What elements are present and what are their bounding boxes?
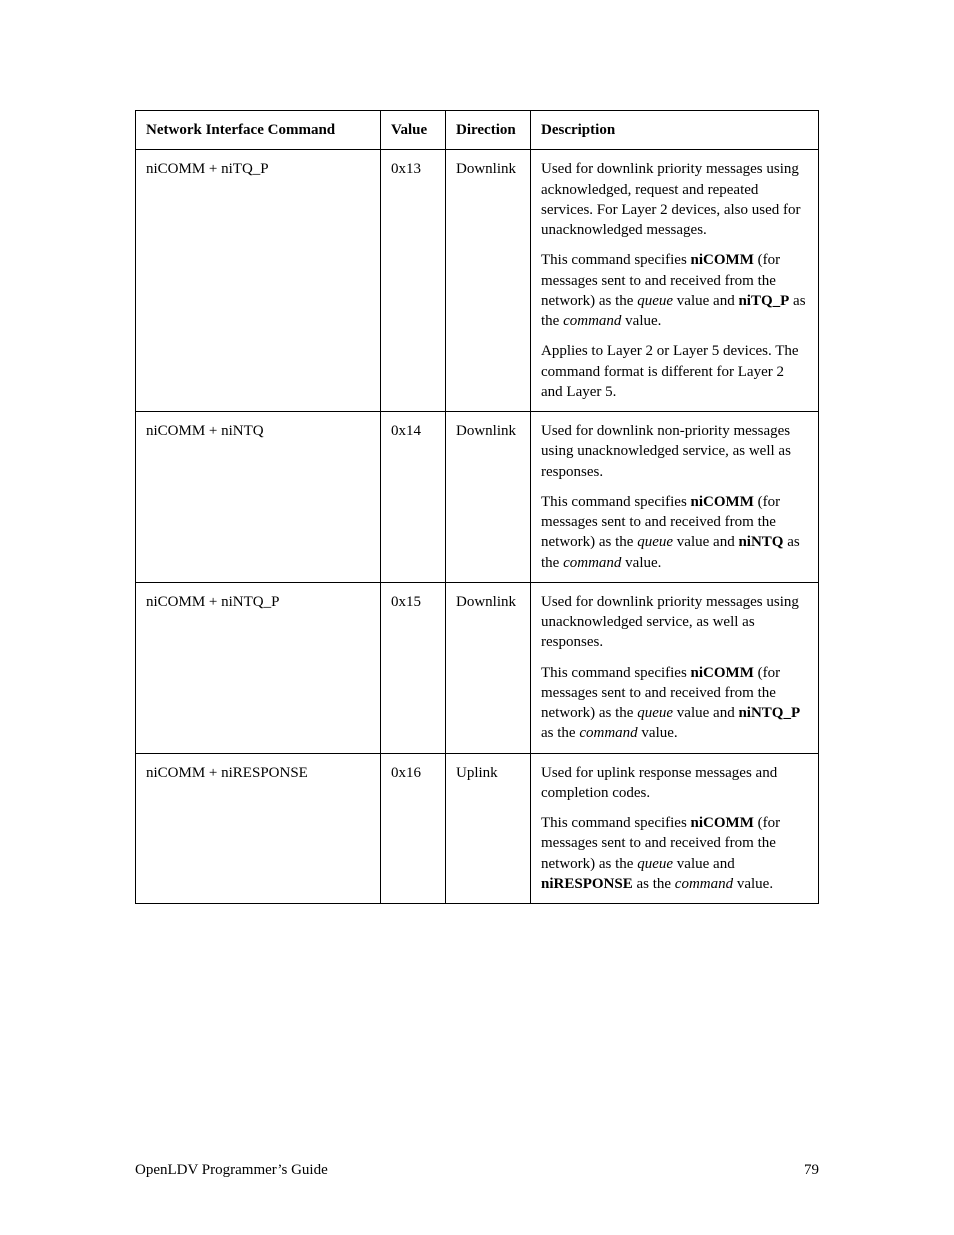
network-interface-table: Network Interface Command Value Directio… (135, 110, 819, 904)
desc-text: value. (621, 555, 661, 571)
cell-command: niCOMM + niTQ_P (136, 150, 381, 412)
desc-text: value. (621, 313, 661, 329)
cell-description: Used for uplink response messages and co… (531, 753, 819, 904)
desc-italic: command (675, 876, 733, 892)
desc-italic: command (563, 313, 621, 329)
desc-italic: queue (637, 534, 673, 550)
table-row: niCOMM + niNTQ 0x14 Downlink Used for do… (136, 412, 819, 583)
desc-text: value. (733, 876, 773, 892)
desc-italic: queue (637, 856, 673, 872)
desc-paragraph: Used for downlink priority messages usin… (541, 159, 808, 240)
desc-text: value and (673, 293, 738, 309)
header-command: Network Interface Command (136, 111, 381, 150)
cell-direction: Downlink (446, 150, 531, 412)
desc-bold: niCOMM (691, 665, 754, 681)
desc-bold: niCOMM (691, 815, 754, 831)
desc-paragraph: This command specifies niCOMM (for messa… (541, 663, 808, 744)
cell-description: Used for downlink priority messages usin… (531, 150, 819, 412)
cell-direction: Downlink (446, 582, 531, 753)
cell-description: Used for downlink priority messages usin… (531, 582, 819, 753)
desc-paragraph: Used for downlink priority messages usin… (541, 592, 808, 653)
cell-command: niCOMM + niRESPONSE (136, 753, 381, 904)
page-footer: OpenLDV Programmer’s Guide 79 (135, 1162, 819, 1179)
desc-bold: niNTQ (738, 534, 783, 550)
footer-title: OpenLDV Programmer’s Guide (135, 1162, 328, 1179)
header-direction: Direction (446, 111, 531, 150)
desc-text: as the (541, 725, 579, 741)
cell-value: 0x14 (381, 412, 446, 583)
cell-command: niCOMM + niNTQ (136, 412, 381, 583)
footer-page-number: 79 (804, 1162, 819, 1179)
desc-italic: command (563, 555, 621, 571)
desc-paragraph: Applies to Layer 2 or Layer 5 devices. T… (541, 341, 808, 402)
desc-bold: niTQ_P (738, 293, 789, 309)
desc-italic: queue (637, 705, 673, 721)
desc-bold: niRESPONSE (541, 876, 633, 892)
cell-direction: Downlink (446, 412, 531, 583)
desc-bold: niCOMM (691, 494, 754, 510)
table-header-row: Network Interface Command Value Directio… (136, 111, 819, 150)
desc-bold: niNTQ_P (738, 705, 800, 721)
desc-bold: niCOMM (691, 252, 754, 268)
cell-value: 0x16 (381, 753, 446, 904)
desc-text: value and (673, 534, 738, 550)
desc-text: This command specifies (541, 665, 691, 681)
desc-italic: queue (637, 293, 673, 309)
desc-text: value. (638, 725, 678, 741)
desc-text: value and (673, 705, 738, 721)
table-row: niCOMM + niTQ_P 0x13 Downlink Used for d… (136, 150, 819, 412)
header-value: Value (381, 111, 446, 150)
desc-text: This command specifies (541, 494, 691, 510)
cell-direction: Uplink (446, 753, 531, 904)
cell-value: 0x15 (381, 582, 446, 753)
desc-text: This command specifies (541, 815, 691, 831)
page: Network Interface Command Value Directio… (0, 0, 954, 1235)
desc-paragraph: This command specifies niCOMM (for messa… (541, 492, 808, 573)
cell-description: Used for downlink non-priority messages … (531, 412, 819, 583)
desc-text: This command specifies (541, 252, 691, 268)
desc-italic: command (579, 725, 637, 741)
desc-paragraph: This command specifies niCOMM (for messa… (541, 250, 808, 331)
header-description: Description (531, 111, 819, 150)
desc-paragraph: Used for uplink response messages and co… (541, 763, 808, 804)
desc-paragraph: Used for downlink non-priority messages … (541, 421, 808, 482)
desc-text: value and (673, 856, 735, 872)
desc-paragraph: This command specifies niCOMM (for messa… (541, 813, 808, 894)
table-row: niCOMM + niRESPONSE 0x16 Uplink Used for… (136, 753, 819, 904)
desc-text: as the (633, 876, 675, 892)
table-row: niCOMM + niNTQ_P 0x15 Downlink Used for … (136, 582, 819, 753)
cell-value: 0x13 (381, 150, 446, 412)
cell-command: niCOMM + niNTQ_P (136, 582, 381, 753)
